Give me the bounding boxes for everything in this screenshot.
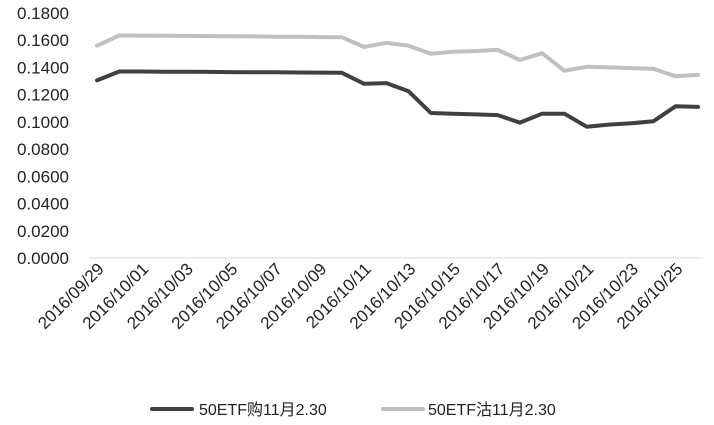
y-tick-label: 0.1800: [17, 4, 69, 23]
y-tick-label: 0.1400: [17, 58, 69, 77]
y-tick-label: 0.0200: [17, 222, 69, 241]
y-tick-label: 0.0800: [17, 140, 69, 159]
y-tick-label: 0.0000: [17, 249, 69, 268]
x-axis-ticks: 2016/09/292016/10/012016/10/032016/10/05…: [34, 259, 686, 333]
series-layer: [95, 33, 700, 129]
y-tick-label: 0.1600: [17, 31, 69, 50]
y-tick-label: 0.0400: [17, 195, 69, 214]
y-axis-ticks: 0.0000 0.0200 0.0400 0.0600 0.0800 0.1000 0.12…: [17, 4, 69, 268]
series-line-1: [95, 69, 700, 129]
legend-label-1: 50ETF购11月2.30: [199, 401, 327, 419]
y-tick-label: 0.0600: [17, 167, 69, 186]
series-line-2: [95, 33, 700, 79]
y-tick-label: 0.1200: [17, 86, 69, 105]
y-tick-label: 0.1000: [17, 113, 69, 132]
legend-label-2: 50ETF沽11月2.30: [428, 401, 556, 419]
legend: 50ETF购11月2.30 50ETF沽11月2.30: [150, 401, 556, 419]
